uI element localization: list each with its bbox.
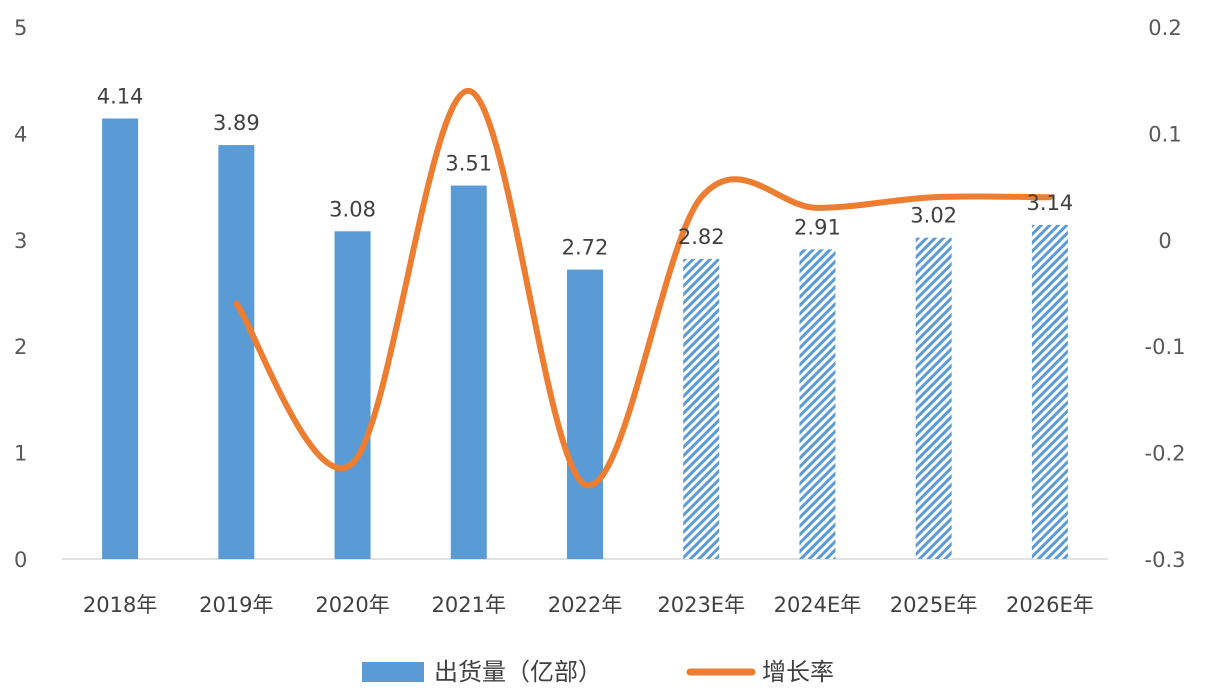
x-tick-label: 2018年 <box>83 593 157 617</box>
right-y-tick-label: -0.2 <box>1145 442 1186 466</box>
x-tick-label: 2024E年 <box>774 593 862 617</box>
x-axis-ticks: 2018年 2019年 2020年 2021年 2022年 2023E年 2024E年 202… <box>83 593 1094 617</box>
bar-2020年 <box>334 231 371 559</box>
bar-2022年 <box>567 269 603 559</box>
bar-2025E年 <box>915 237 952 559</box>
bar-data-label: 2.91 <box>794 215 841 239</box>
x-tick-label: 2023E年 <box>657 593 745 617</box>
left-y-tick-label: 3 <box>14 229 27 253</box>
x-tick-label: 2019年 <box>199 593 273 617</box>
bar-data-label: 3.02 <box>910 204 957 228</box>
bar-data-labels: 4.14 3.89 3.08 3.51 2.72 2.82 2.91 3.02 3.14 <box>97 85 1074 260</box>
bar-2026E年 <box>1031 224 1068 560</box>
bar-2018年 <box>102 118 139 559</box>
legend-swatch-shipments <box>362 662 424 682</box>
right-y-tick-label: -0.3 <box>1145 548 1186 572</box>
legend-label-shipments: 出货量（亿部） <box>434 658 602 686</box>
right-y-tick-label: 0.1 <box>1148 122 1181 146</box>
x-tick-label: 2026E年 <box>1006 593 1094 617</box>
bar-data-label: 3.14 <box>1027 191 1074 215</box>
x-tick-label: 2021年 <box>432 593 506 617</box>
bar-2024E年 <box>799 249 836 559</box>
x-tick-label: 2025E年 <box>890 593 978 617</box>
bar-data-label: 3.51 <box>445 152 492 176</box>
bar-series <box>102 118 1068 560</box>
left-y-tick-label: 2 <box>14 335 27 359</box>
x-tick-label: 2022年 <box>548 593 622 617</box>
left-y-tick-label: 5 <box>14 16 27 40</box>
growth-rate-line <box>233 87 1053 489</box>
legend-label-growth-rate: 增长率 <box>762 658 834 686</box>
bar-2021年 <box>450 185 487 559</box>
x-tick-label: 2020年 <box>315 593 389 617</box>
left-y-axis: 0 1 2 3 4 5 <box>14 16 27 572</box>
bar-data-label: 3.08 <box>329 197 376 221</box>
right-y-tick-label: 0.2 <box>1148 16 1181 40</box>
right-y-axis: -0.3 -0.2 -0.1 0 0.1 0.2 <box>1145 16 1186 572</box>
right-y-tick-label: 0 <box>1158 229 1171 253</box>
left-y-tick-label: 1 <box>14 442 27 466</box>
bar-data-label: 2.82 <box>678 225 725 249</box>
left-y-tick-label: 0 <box>14 548 27 572</box>
bar-data-label: 3.89 <box>213 111 260 135</box>
bar-data-label: 4.14 <box>97 85 144 109</box>
legend: 出货量（亿部） 增长率 <box>362 658 834 686</box>
right-y-tick-label: -0.1 <box>1145 335 1186 359</box>
bar-2023E年 <box>683 258 720 559</box>
left-y-tick-label: 4 <box>14 122 27 146</box>
bar-2019年 <box>218 145 255 559</box>
bar-data-label: 2.72 <box>562 236 609 260</box>
